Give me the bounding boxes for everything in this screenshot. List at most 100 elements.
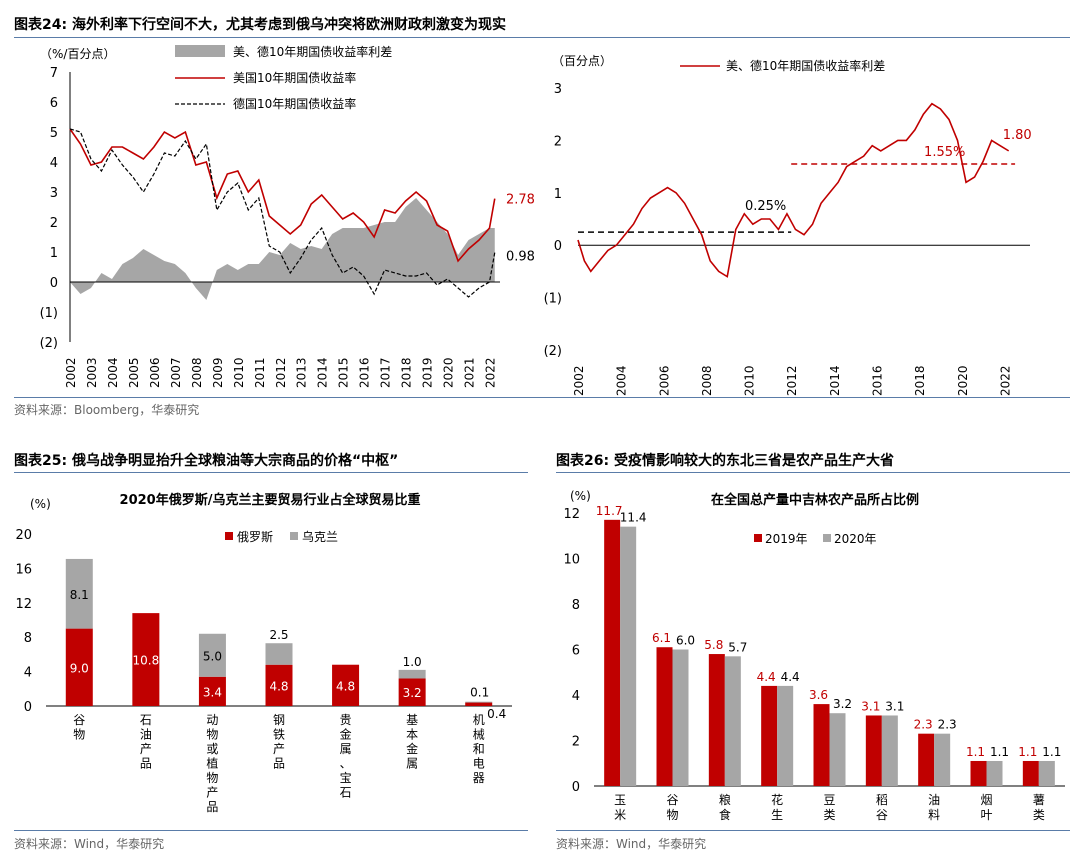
category-label: 物 xyxy=(206,728,218,742)
de-yield-line xyxy=(69,128,496,298)
data-label-2020: 11.4 xyxy=(620,511,647,525)
spread-area-series xyxy=(70,198,495,300)
x-tick-label: 2014 xyxy=(828,365,842,396)
bar-ukraine xyxy=(398,669,426,679)
bar-2019 xyxy=(918,733,935,786)
category-label: 物 xyxy=(73,728,85,742)
y-axis-unit-label: （%/百分点） xyxy=(40,47,115,61)
data-label-ukraine: 1.0 xyxy=(403,655,422,669)
data-label-russia: 4.8 xyxy=(336,679,355,693)
bar-2020 xyxy=(777,685,794,786)
y-tick-label: (2) xyxy=(544,344,562,359)
x-tick-label: 2018 xyxy=(400,357,414,388)
category-label: 植 xyxy=(206,756,218,771)
end-value-label: 1.80 xyxy=(1003,128,1032,143)
category-label: 豆 xyxy=(823,793,835,807)
y-tick-label: 4 xyxy=(572,689,580,704)
y-tick-label: 6 xyxy=(50,96,58,111)
bar-2019 xyxy=(813,704,830,786)
bar-ukraine xyxy=(265,643,293,665)
data-label-2020: 3.2 xyxy=(833,697,852,711)
data-label-2020: 4.4 xyxy=(781,670,800,684)
category-label: 本 xyxy=(406,728,418,742)
y-tick-label: 0 xyxy=(50,276,58,291)
x-tick-label: 2003 xyxy=(85,357,99,388)
category-label: 类 xyxy=(1033,808,1045,822)
legend-label-ukraine: 乌克兰 xyxy=(302,529,338,544)
legend-swatch-russia xyxy=(225,532,233,540)
data-label-2019: 3.6 xyxy=(809,688,828,702)
legend-label-russia: 俄罗斯 xyxy=(237,530,273,544)
bar-russia xyxy=(332,664,360,706)
y-tick-label: 20 xyxy=(15,528,32,543)
x-tick-label: 2011 xyxy=(253,357,267,388)
y-tick-label: 7 xyxy=(50,66,58,81)
category-label: 产 xyxy=(140,742,152,756)
x-tick-label: 2016 xyxy=(358,357,372,388)
figure-26-source: 资料来源：Wind，华泰研究 xyxy=(556,837,707,851)
data-label-2020: 1.1 xyxy=(1042,745,1061,759)
category-label: 金 xyxy=(406,741,418,756)
legend-swatch-2019 xyxy=(754,534,762,542)
bar-ukraine xyxy=(65,558,93,629)
y-tick-label: 8 xyxy=(572,598,580,613)
bar-ukraine xyxy=(198,633,226,677)
y-tick-label: 2 xyxy=(572,735,580,750)
figure-25-title: 图表25: 俄乌战争明显抬升全球粮油等大宗商品的价格“中枢” xyxy=(14,453,399,469)
category-label: 油 xyxy=(928,793,940,807)
figure-25-source: 资料来源：Wind，华泰研究 xyxy=(14,837,165,851)
data-label-ukraine: 5.0 xyxy=(203,649,222,663)
y-tick-label: 12 xyxy=(563,507,580,522)
bar-2019 xyxy=(1022,760,1039,786)
bar-2019 xyxy=(708,654,725,786)
bar-2020 xyxy=(672,649,689,786)
bar-2020 xyxy=(829,713,846,786)
y-tick-label: 3 xyxy=(50,186,58,201)
category-label: 械 xyxy=(473,727,485,742)
x-tick-label: 2022 xyxy=(998,365,1012,396)
data-label-ukraine: 0.1 xyxy=(470,686,489,700)
x-tick-label: 2022 xyxy=(484,357,498,388)
category-label: 稻 xyxy=(876,793,888,807)
figure-26-title: 图表26: 受疫情影响较大的东北三省是农产品生产大省 xyxy=(556,453,894,469)
data-label-russia: 9.0 xyxy=(70,661,89,675)
y-tick-label: 5 xyxy=(50,126,58,141)
category-label: 叶 xyxy=(980,808,992,822)
x-tick-label: 2008 xyxy=(700,365,714,396)
x-tick-label: 2010 xyxy=(232,357,246,388)
y-tick-label: (1) xyxy=(40,306,58,321)
bar-2019 xyxy=(865,715,882,786)
y-tick-label: 10 xyxy=(563,553,580,568)
figure-24-source: 资料来源：Bloomberg，华泰研究 xyxy=(14,403,200,417)
category-label: 生 xyxy=(771,808,783,822)
x-tick-label: 2015 xyxy=(337,357,351,388)
bar-2019 xyxy=(761,685,778,786)
y-tick-label: 8 xyxy=(24,631,32,646)
bar-russia xyxy=(65,628,93,706)
x-tick-label: 2008 xyxy=(190,357,204,388)
category-label: 油 xyxy=(140,728,152,742)
legend-label: 美、德10年期国债收益率利差 xyxy=(726,58,885,73)
data-label-2019: 2.3 xyxy=(914,718,933,732)
y-axis-unit-label: （百分点） xyxy=(552,54,612,68)
data-label-2019: 5.8 xyxy=(704,638,723,652)
x-tick-label: 2010 xyxy=(743,365,757,396)
data-label-ukraine: 2.5 xyxy=(269,628,288,642)
category-label: 品 xyxy=(140,757,152,771)
y-tick-label: 4 xyxy=(24,666,32,681)
chart-title: 在全国总产量中吉林农产品所占比例 xyxy=(711,492,919,508)
category-label: 和 xyxy=(473,742,485,756)
y-tick-label: 2 xyxy=(554,134,562,149)
spread-line xyxy=(577,102,1010,278)
x-tick-label: 2013 xyxy=(295,357,309,388)
category-label: 产 xyxy=(273,742,285,756)
category-label: 谷 xyxy=(666,793,678,807)
us-end-label: 2.78 xyxy=(506,193,535,208)
figure-24-title: 图表24: 海外利率下行空间不大，尤其考虑到俄乌冲突将欧洲财政刺激变为现实 xyxy=(14,17,506,33)
y-axis-unit-label: (%) xyxy=(570,489,591,503)
rates-chart: （%/百分点） 7 6 5 4 3 2 1 0 (1) (2) 2002 2003 2004 2005 200… xyxy=(40,44,535,388)
data-label-2020: 1.1 xyxy=(990,745,1009,759)
figure-25-title-rule xyxy=(14,472,528,473)
x-tick-label: 2006 xyxy=(148,357,162,388)
category-label: 谷 xyxy=(876,808,888,822)
